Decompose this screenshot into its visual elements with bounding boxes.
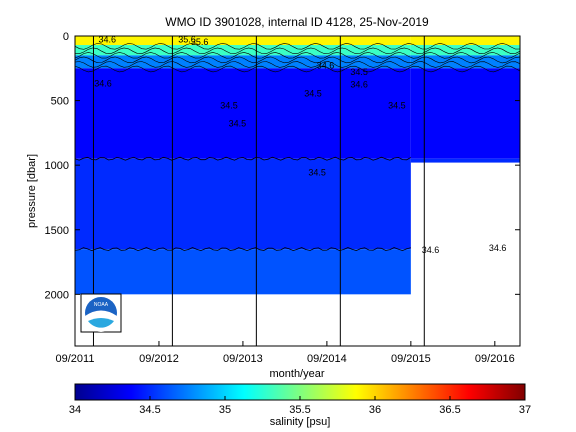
contour-label-9: 34.5 — [350, 67, 368, 77]
upper-contour-line-4 — [74, 61, 521, 68]
x-axis: 09/2011 09/2012 09/2013 09/2014 09/2015 09/20… — [56, 341, 515, 365]
salinity-layer-0 — [75, 36, 411, 46]
x-tick-label-4: 09/2015 — [391, 353, 431, 365]
svg-text:NOAA: NOAA — [94, 302, 109, 308]
heatmap-layers — [75, 36, 520, 295]
y-tick-label-1: 500 — [51, 96, 69, 108]
upper-contour-line-3 — [74, 56, 521, 64]
salinity-late-layer-0-3 — [410, 68, 520, 159]
upper-contour-line-1 — [74, 47, 521, 55]
salinity-late-layer-0-4 — [410, 158, 520, 163]
colorbar-tick-label-4: 36 — [369, 404, 381, 416]
contour-label-13: 34.6 — [489, 243, 507, 253]
contour-line-34.5 — [74, 156, 411, 161]
salinity-layer-4 — [75, 158, 411, 250]
contour-label-10: 34.5 — [229, 118, 247, 128]
plot-frame — [74, 35, 521, 347]
y-tick-label-4: 2000 — [45, 289, 69, 301]
contour-label-1: 35.6 — [178, 34, 196, 44]
contour-line-34.6 — [74, 247, 411, 252]
colorbar-tick-label-5: 36.5 — [439, 404, 460, 416]
salinity-layer-1 — [75, 45, 411, 56]
contour-label-11: 34.5 — [308, 168, 326, 178]
contour-label-3: 34.6 — [94, 78, 112, 88]
y-axis-label: pressure [dbar] — [26, 154, 38, 228]
colorbar-tick-label-1: 34.5 — [139, 404, 160, 416]
x-tick-label-5: 09/2016 — [475, 353, 515, 365]
contour-label-6: 34.5 — [304, 89, 322, 99]
y-tick-label-3: 1500 — [45, 225, 69, 237]
contour-labels: 34.6 35.635.6 34.6 34.6 34.5 34.5 34.5 34.6 34.5… — [94, 34, 506, 255]
contour-label-8: 34.6 — [350, 80, 368, 90]
salinity-layer-3 — [75, 68, 411, 159]
contour-label-7: 34.5 — [388, 100, 406, 110]
colorbar-ticks: 34 34.5 35 35.5 36 36.5 37 — [69, 396, 531, 416]
y-axis: 0 500 1000 1500 2000 — [45, 31, 520, 301]
salinity-late-layer-0-1 — [410, 45, 520, 56]
colorbar-tick-label-2: 35 — [219, 404, 231, 416]
x-axis-label: month/year — [269, 368, 324, 380]
upper-contour-line-0 — [74, 42, 521, 50]
colorbar-tick-label-6: 37 — [519, 404, 531, 416]
colorbar-tick-label-0: 34 — [69, 404, 81, 416]
contour-label-2: 35.6 — [191, 37, 209, 47]
contour-label-5: 34.5 — [220, 100, 238, 110]
chart-title: WMO ID 3901028, internal ID 4128, 25-Nov… — [165, 15, 429, 29]
colorbar-label: salinity [psu] — [270, 416, 331, 428]
y-tick-label-2: 1000 — [45, 160, 69, 172]
contour-label-4: 34.6 — [317, 60, 335, 70]
upper-contour-line-2 — [74, 52, 521, 59]
contour-label-0: 34.6 — [99, 34, 117, 44]
x-tick-label-1: 09/2012 — [139, 353, 179, 365]
y-tick-label-0: 0 — [63, 31, 69, 43]
salinity-layer-5 — [75, 249, 411, 295]
noaa-logo: NOAA — [80, 293, 122, 333]
x-tick-label-3: 09/2014 — [307, 353, 347, 365]
salinity-late-layer-0-0 — [410, 36, 520, 46]
contour-label-12: 34.6 — [422, 245, 440, 255]
upper-contour-line-5 — [74, 65, 521, 73]
x-tick-label-0: 09/2011 — [56, 353, 95, 365]
colorbar-tick-label-3: 35.5 — [289, 404, 310, 416]
contour-lines — [74, 42, 521, 252]
x-tick-label-2: 09/2013 — [223, 353, 263, 365]
